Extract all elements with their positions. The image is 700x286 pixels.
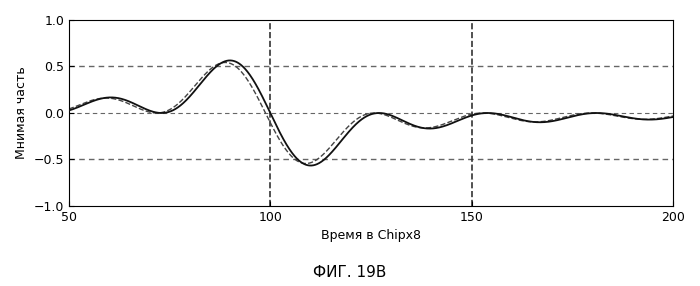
X-axis label: Время в Chipx8: Время в Chipx8 [321, 229, 421, 243]
Text: ФИГ. 19В: ФИГ. 19В [314, 265, 386, 280]
Y-axis label: Мнимая часть: Мнимая часть [15, 67, 28, 159]
